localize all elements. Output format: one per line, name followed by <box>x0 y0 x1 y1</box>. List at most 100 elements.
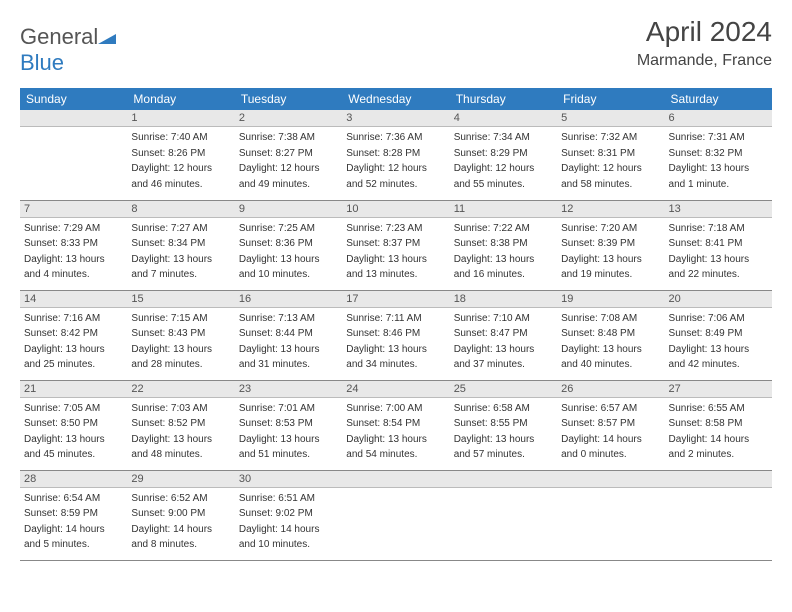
daylight-line1: Daylight: 13 hours <box>669 162 768 176</box>
calendar-table: SundayMondayTuesdayWednesdayThursdayFrid… <box>20 88 772 561</box>
weekday-header: Saturday <box>665 88 772 110</box>
sunset-text: Sunset: 8:52 PM <box>131 417 230 431</box>
day-number: 4 <box>450 110 557 127</box>
day-number: 9 <box>235 201 342 218</box>
daylight-line1: Daylight: 13 hours <box>131 343 230 357</box>
calendar-day-cell: 25Sunrise: 6:58 AMSunset: 8:55 PMDayligh… <box>450 380 557 470</box>
sunrise-text: Sunrise: 7:16 AM <box>24 312 123 326</box>
daylight-line2: and 48 minutes. <box>131 448 230 462</box>
daylight-line2: and 54 minutes. <box>346 448 445 462</box>
calendar-day-cell: 27Sunrise: 6:55 AMSunset: 8:58 PMDayligh… <box>665 380 772 470</box>
daylight-line1: Daylight: 12 hours <box>239 162 338 176</box>
day-number: 1 <box>127 110 234 127</box>
sunset-text: Sunset: 8:34 PM <box>131 237 230 251</box>
calendar-day-cell: 3Sunrise: 7:36 AMSunset: 8:28 PMDaylight… <box>342 110 449 200</box>
day-number: 30 <box>235 471 342 488</box>
sunset-text: Sunset: 8:26 PM <box>131 147 230 161</box>
day-details: Sunrise: 6:58 AMSunset: 8:55 PMDaylight:… <box>450 398 557 468</box>
title-block: April 2024 Marmande, France <box>637 16 772 70</box>
sunset-text: Sunset: 8:55 PM <box>454 417 553 431</box>
sunset-text: Sunset: 8:48 PM <box>561 327 660 341</box>
day-number: 14 <box>20 291 127 308</box>
weekday-header-row: SundayMondayTuesdayWednesdayThursdayFrid… <box>20 88 772 110</box>
calendar-day-cell <box>557 470 664 560</box>
day-number-empty <box>665 471 772 488</box>
calendar-day-cell: 23Sunrise: 7:01 AMSunset: 8:53 PMDayligh… <box>235 380 342 470</box>
day-details: Sunrise: 6:52 AMSunset: 9:00 PMDaylight:… <box>127 488 234 558</box>
sunset-text: Sunset: 8:49 PM <box>669 327 768 341</box>
weekday-header: Wednesday <box>342 88 449 110</box>
daylight-line1: Daylight: 13 hours <box>346 253 445 267</box>
daylight-line2: and 42 minutes. <box>669 358 768 372</box>
day-details: Sunrise: 7:16 AMSunset: 8:42 PMDaylight:… <box>20 308 127 378</box>
calendar-day-cell: 7Sunrise: 7:29 AMSunset: 8:33 PMDaylight… <box>20 200 127 290</box>
day-details: Sunrise: 7:34 AMSunset: 8:29 PMDaylight:… <box>450 127 557 197</box>
brand-general: General <box>20 24 98 49</box>
sunrise-text: Sunrise: 6:52 AM <box>131 492 230 506</box>
weekday-header: Monday <box>127 88 234 110</box>
daylight-line2: and 37 minutes. <box>454 358 553 372</box>
calendar-week-row: 7Sunrise: 7:29 AMSunset: 8:33 PMDaylight… <box>20 200 772 290</box>
day-number: 17 <box>342 291 449 308</box>
day-number: 25 <box>450 381 557 398</box>
day-details: Sunrise: 7:13 AMSunset: 8:44 PMDaylight:… <box>235 308 342 378</box>
sunset-text: Sunset: 8:50 PM <box>24 417 123 431</box>
day-details: Sunrise: 7:32 AMSunset: 8:31 PMDaylight:… <box>557 127 664 197</box>
daylight-line2: and 22 minutes. <box>669 268 768 282</box>
sunset-text: Sunset: 8:47 PM <box>454 327 553 341</box>
calendar-week-row: 21Sunrise: 7:05 AMSunset: 8:50 PMDayligh… <box>20 380 772 470</box>
daylight-line2: and 45 minutes. <box>24 448 123 462</box>
daylight-line1: Daylight: 12 hours <box>454 162 553 176</box>
sunrise-text: Sunrise: 6:51 AM <box>239 492 338 506</box>
day-number: 21 <box>20 381 127 398</box>
day-details: Sunrise: 7:05 AMSunset: 8:50 PMDaylight:… <box>20 398 127 468</box>
daylight-line2: and 1 minute. <box>669 178 768 192</box>
daylight-line1: Daylight: 12 hours <box>346 162 445 176</box>
daylight-line1: Daylight: 13 hours <box>24 343 123 357</box>
daylight-line1: Daylight: 13 hours <box>561 253 660 267</box>
sunrise-text: Sunrise: 7:32 AM <box>561 131 660 145</box>
day-details: Sunrise: 7:18 AMSunset: 8:41 PMDaylight:… <box>665 218 772 288</box>
sunset-text: Sunset: 8:46 PM <box>346 327 445 341</box>
day-number-empty <box>20 110 127 127</box>
calendar-day-cell: 17Sunrise: 7:11 AMSunset: 8:46 PMDayligh… <box>342 290 449 380</box>
sunset-text: Sunset: 8:57 PM <box>561 417 660 431</box>
calendar-week-row: 1Sunrise: 7:40 AMSunset: 8:26 PMDaylight… <box>20 110 772 200</box>
day-number: 12 <box>557 201 664 218</box>
daylight-line1: Daylight: 14 hours <box>131 523 230 537</box>
sunrise-text: Sunrise: 7:38 AM <box>239 131 338 145</box>
sunrise-text: Sunrise: 7:15 AM <box>131 312 230 326</box>
daylight-line1: Daylight: 13 hours <box>454 253 553 267</box>
day-details: Sunrise: 7:31 AMSunset: 8:32 PMDaylight:… <box>665 127 772 197</box>
weekday-header: Friday <box>557 88 664 110</box>
daylight-line2: and 55 minutes. <box>454 178 553 192</box>
day-number: 2 <box>235 110 342 127</box>
daylight-line1: Daylight: 13 hours <box>561 343 660 357</box>
day-number: 5 <box>557 110 664 127</box>
sunrise-text: Sunrise: 6:55 AM <box>669 402 768 416</box>
sunrise-text: Sunrise: 7:23 AM <box>346 222 445 236</box>
sunset-text: Sunset: 9:02 PM <box>239 507 338 521</box>
calendar-day-cell <box>450 470 557 560</box>
sunrise-text: Sunrise: 7:20 AM <box>561 222 660 236</box>
calendar-day-cell: 21Sunrise: 7:05 AMSunset: 8:50 PMDayligh… <box>20 380 127 470</box>
weekday-header: Tuesday <box>235 88 342 110</box>
day-details: Sunrise: 6:57 AMSunset: 8:57 PMDaylight:… <box>557 398 664 468</box>
calendar-day-cell: 26Sunrise: 6:57 AMSunset: 8:57 PMDayligh… <box>557 380 664 470</box>
sunrise-text: Sunrise: 7:22 AM <box>454 222 553 236</box>
daylight-line1: Daylight: 13 hours <box>239 253 338 267</box>
sunrise-text: Sunrise: 7:03 AM <box>131 402 230 416</box>
sunrise-text: Sunrise: 7:11 AM <box>346 312 445 326</box>
calendar-day-cell: 14Sunrise: 7:16 AMSunset: 8:42 PMDayligh… <box>20 290 127 380</box>
daylight-line2: and 46 minutes. <box>131 178 230 192</box>
day-number: 26 <box>557 381 664 398</box>
sunset-text: Sunset: 8:38 PM <box>454 237 553 251</box>
sunset-text: Sunset: 8:43 PM <box>131 327 230 341</box>
daylight-line2: and 7 minutes. <box>131 268 230 282</box>
daylight-line1: Daylight: 13 hours <box>454 343 553 357</box>
calendar-week-row: 28Sunrise: 6:54 AMSunset: 8:59 PMDayligh… <box>20 470 772 560</box>
calendar-day-cell: 2Sunrise: 7:38 AMSunset: 8:27 PMDaylight… <box>235 110 342 200</box>
brand-blue: Blue <box>20 50 64 75</box>
calendar-day-cell: 5Sunrise: 7:32 AMSunset: 8:31 PMDaylight… <box>557 110 664 200</box>
calendar-day-cell: 15Sunrise: 7:15 AMSunset: 8:43 PMDayligh… <box>127 290 234 380</box>
